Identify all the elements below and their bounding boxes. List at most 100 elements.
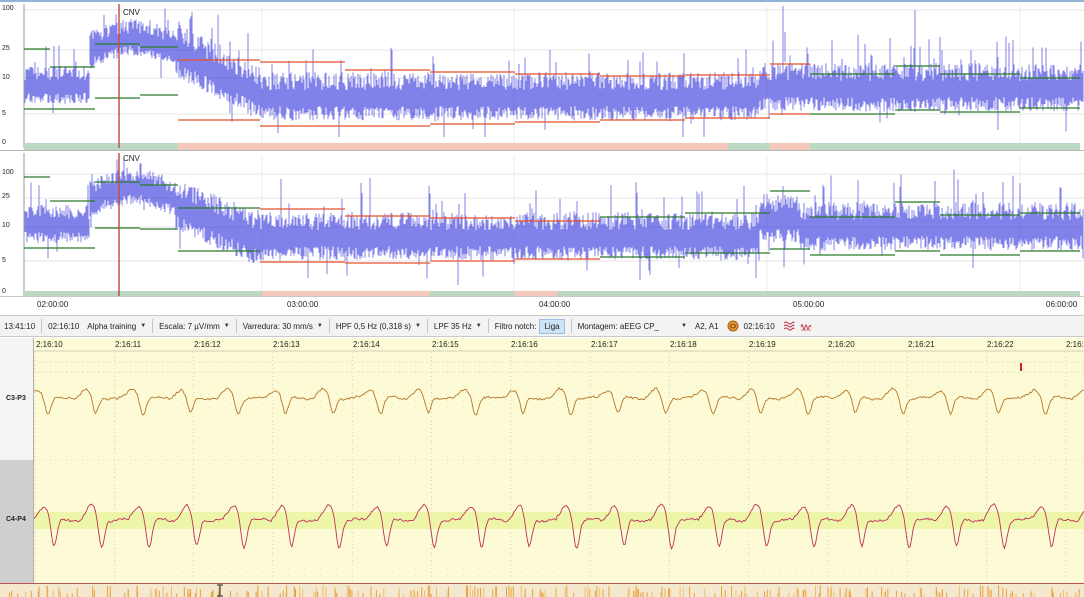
overview-event-tick — [1051, 586, 1053, 597]
cursor-time-readout: 02:16:10 — [44, 318, 83, 334]
second-tick: 2:16:14 — [353, 340, 380, 349]
overview-event-tick — [317, 591, 319, 597]
overview-event-tick — [194, 593, 196, 597]
aeeg-trend-plot-bottom[interactable] — [0, 151, 1084, 299]
lpf-dropdown[interactable]: LPF 35 Hz ▼ — [430, 318, 486, 334]
overview-event-tick — [778, 587, 780, 597]
overview-event-tick — [946, 592, 948, 597]
overview-event-tick — [940, 592, 942, 597]
mode-value: Alpha training — [87, 321, 137, 331]
overview-event-tick — [865, 588, 867, 597]
overview-event-tick — [638, 589, 640, 597]
hpf-dropdown[interactable]: HPF 0,5 Hz (0,318 s) ▼ — [332, 318, 425, 334]
overview-event-tick — [920, 588, 922, 597]
overview-event-tick — [919, 586, 921, 597]
y-tick-5: 5 — [2, 257, 6, 264]
overview-events[interactable] — [0, 584, 1084, 597]
overview-event-tick — [542, 593, 544, 597]
hpf-label: HPF — [335, 321, 352, 331]
overview-event-tick — [127, 589, 129, 597]
overview-event-tick — [967, 589, 969, 597]
montage-label: Montagem: — [577, 321, 618, 331]
channel-row-c3-p3[interactable]: C3-P3 — [0, 338, 33, 460]
overview-event-tick — [302, 588, 304, 597]
scale-dropdown[interactable]: Escala: 7 µV/mm ▼ — [155, 318, 234, 334]
channel-row-c4-p4[interactable]: C4-P4 — [0, 460, 33, 583]
overview-event-tick — [1031, 590, 1033, 597]
aeeg-trend-panel-top[interactable]: 100 25 10 5 0 CNV — [0, 0, 1084, 150]
mode-dropdown[interactable]: Alpha training ▼ — [83, 318, 150, 334]
overview-event-tick — [1015, 593, 1017, 597]
recording-overview-strip[interactable] — [0, 583, 1084, 597]
overview-event-tick — [46, 585, 48, 597]
sweep-dropdown[interactable]: Varredura: 30 mm/s ▼ — [239, 318, 327, 334]
montage-dropdown[interactable]: Montagem: aEEG CP_ ▼ — [574, 318, 691, 334]
overview-event-tick — [334, 587, 336, 597]
overview-event-tick — [336, 593, 338, 597]
overview-event-tick — [261, 590, 263, 597]
eeg-toolbar: 13:41:10 02:16:10 Alpha training ▼ Escala… — [0, 315, 1084, 337]
toolbar-divider — [328, 319, 330, 333]
raw-eeg-traces[interactable] — [34, 338, 1084, 583]
overview-event-tick — [803, 590, 804, 597]
status-band-segment — [515, 291, 557, 298]
overview-event-tick — [833, 591, 835, 597]
raw-eeg-view[interactable]: 2:16:10 2:16:11 2:16:12 2:16:13 2:16:14 … — [34, 338, 1084, 583]
aeeg-trend-plot-top[interactable] — [0, 2, 1084, 150]
overview-event-tick — [788, 592, 790, 597]
chevron-down-icon: ▼ — [475, 323, 482, 329]
reference-dropdown[interactable]: A2, A1 — [691, 318, 723, 334]
overview-event-tick — [17, 593, 19, 597]
overview-event-tick — [555, 586, 557, 597]
overview-event-tick — [37, 591, 39, 597]
second-tick: 2:16:20 — [828, 340, 855, 349]
overview-event-tick — [357, 591, 359, 597]
overview-event-tick — [524, 588, 526, 597]
overview-event-tick — [465, 585, 467, 597]
overview-event-tick — [796, 587, 798, 597]
notch-toggle-button[interactable]: Liga — [539, 318, 565, 334]
overview-event-tick — [154, 589, 156, 597]
overview-event-tick — [427, 585, 429, 597]
channels-icon[interactable] — [782, 319, 796, 333]
status-band-segment — [557, 291, 1080, 298]
overview-event-tick — [848, 590, 850, 597]
overview-event-tick — [446, 590, 448, 597]
second-tick: 2:16:17 — [591, 340, 618, 349]
overview-event-tick — [421, 587, 423, 597]
eeg-trace-c3-p3 — [34, 387, 1084, 416]
overview-event-tick — [409, 590, 411, 597]
overview-event-tick — [963, 588, 965, 597]
chevron-down-icon: ▼ — [140, 323, 147, 329]
overview-event-tick — [362, 593, 364, 597]
time-tick: 05:00:00 — [793, 300, 825, 309]
overview-event-tick — [704, 588, 706, 597]
overview-event-tick — [628, 586, 630, 597]
overview-event-tick — [777, 592, 779, 597]
time-axis: 02:00:00 03:00:00 04:00:00 05:00:00 06:0… — [0, 296, 1084, 314]
overview-event-tick — [587, 585, 589, 597]
toolbar-divider — [426, 319, 428, 333]
aeeg-trend-panel-bottom[interactable]: 100 25 10 5 0 CNV — [0, 150, 1084, 300]
overview-event-tick — [255, 591, 257, 597]
overview-event-tick — [155, 588, 157, 597]
overview-event-tick — [506, 586, 507, 597]
sweep-value: 30 mm/s — [282, 321, 313, 331]
overview-event-tick — [402, 593, 404, 597]
brain-icon[interactable] — [726, 319, 740, 333]
waveform-icon[interactable] — [799, 319, 813, 333]
overview-event-tick — [492, 589, 494, 597]
overview-event-tick — [257, 585, 259, 597]
overview-event-tick — [958, 585, 960, 597]
overview-event-tick — [941, 589, 943, 597]
overview-event-tick — [483, 587, 485, 597]
overview-event-tick — [430, 593, 432, 597]
overview-event-tick — [210, 592, 212, 597]
overview-event-tick — [58, 587, 60, 597]
overview-event-tick — [71, 593, 73, 597]
overview-event-tick — [664, 588, 666, 597]
overview-event-tick — [398, 592, 399, 597]
notch-filter-control: Filtro notch: Liga — [491, 318, 569, 334]
overview-event-tick — [804, 589, 806, 597]
overview-event-tick — [669, 587, 671, 597]
